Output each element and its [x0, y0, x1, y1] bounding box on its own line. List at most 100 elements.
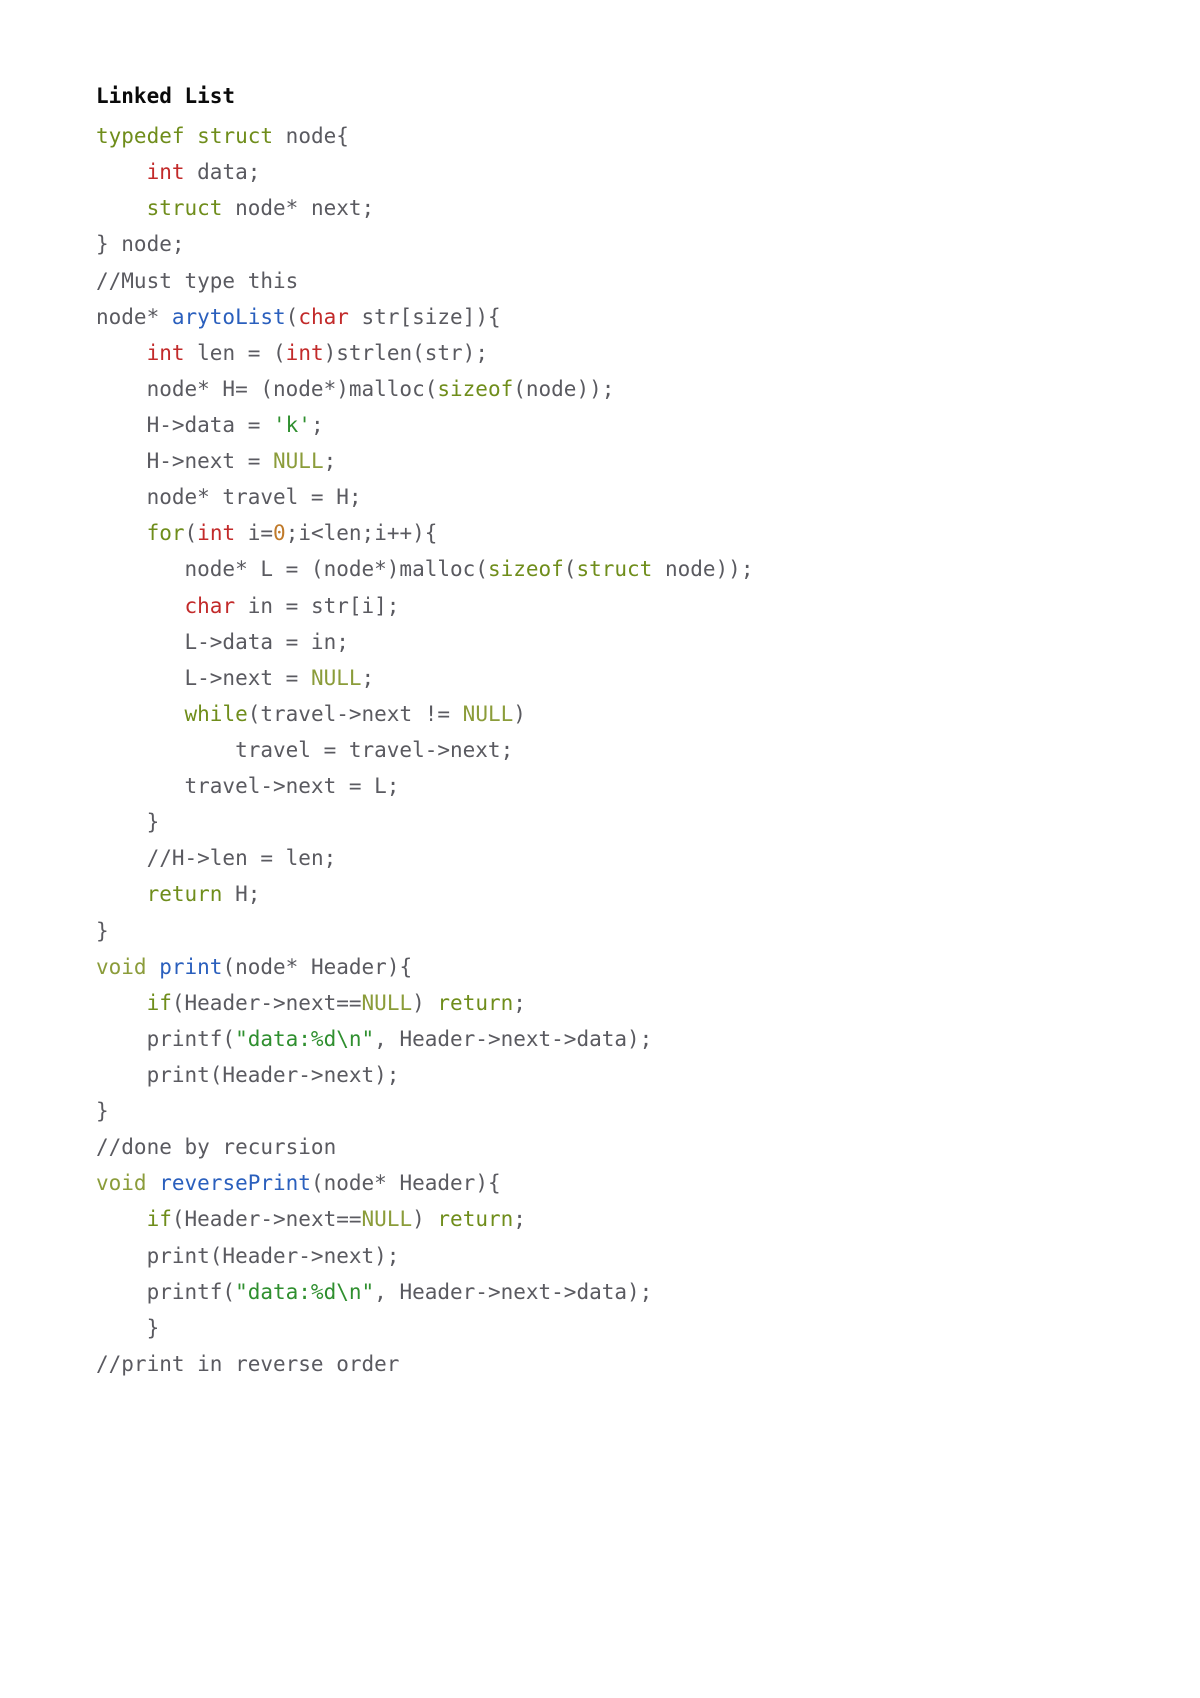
code-token: typedef — [96, 124, 185, 148]
code-token: H; — [222, 882, 260, 906]
code-token: len = ( — [185, 341, 286, 365]
code-token — [96, 702, 185, 726]
code-token: (node* Header){ — [222, 955, 412, 979]
code-token: arytoList — [172, 305, 286, 329]
code-token: int — [147, 160, 185, 184]
code-token — [147, 955, 160, 979]
code-token: struct — [197, 124, 273, 148]
code-token: void — [96, 1171, 147, 1195]
code-token: travel = travel->next; — [96, 738, 513, 762]
code-token: ; — [513, 1207, 526, 1231]
code-token: print(Header->next); — [96, 1063, 399, 1087]
code-token: ) — [412, 1207, 437, 1231]
code-token — [96, 160, 147, 184]
code-token: travel->next = L; — [96, 774, 399, 798]
code-token: int — [197, 521, 235, 545]
code-token — [185, 124, 198, 148]
code-token: (node* Header){ — [311, 1171, 501, 1195]
code-token: return — [437, 1207, 513, 1231]
code-token: i= — [235, 521, 273, 545]
code-token: void — [96, 955, 147, 979]
code-token: node* travel = H; — [96, 485, 362, 509]
code-token: data; — [185, 160, 261, 184]
code-token: NULL — [273, 449, 324, 473]
code-token: } — [96, 1316, 159, 1340]
code-token: ( — [564, 557, 577, 581]
code-token: char — [185, 594, 236, 618]
code-token: if — [147, 991, 172, 1015]
code-token: while — [185, 702, 248, 726]
code-token — [96, 846, 147, 870]
code-token: //H->len = len; — [147, 846, 337, 870]
code-token: ; — [362, 666, 375, 690]
code-token: node)); — [652, 557, 753, 581]
code-token: node* L = (node*)malloc( — [96, 557, 488, 581]
code-token: sizeof — [488, 557, 564, 581]
code-token: for — [147, 521, 185, 545]
code-token: (Header->next== — [172, 991, 362, 1015]
code-token — [96, 196, 147, 220]
code-token: ( — [286, 305, 299, 329]
code-token — [96, 882, 147, 906]
code-token: return — [147, 882, 223, 906]
code-token: //print in reverse order — [96, 1352, 399, 1376]
code-block: typedef struct node{ int data; struct no… — [96, 118, 1104, 1382]
code-token: } — [96, 1099, 109, 1123]
code-token: //done by recursion — [96, 1135, 336, 1159]
code-token: } — [96, 919, 109, 943]
code-token: ) — [513, 702, 526, 726]
code-token: 0 — [273, 521, 286, 545]
code-token: ; — [324, 449, 337, 473]
code-token — [96, 594, 185, 618]
code-token: struct — [576, 557, 652, 581]
code-token: H->next = — [96, 449, 273, 473]
code-token: NULL — [362, 1207, 413, 1231]
code-token: struct — [147, 196, 223, 220]
code-token: reversePrint — [159, 1171, 311, 1195]
code-token — [96, 521, 147, 545]
code-token: L->next = — [96, 666, 311, 690]
code-token: sizeof — [437, 377, 513, 401]
code-token: char — [298, 305, 349, 329]
code-token: } node; — [96, 232, 185, 256]
code-token: ( — [185, 521, 198, 545]
code-token: node* H= (node*)malloc( — [96, 377, 437, 401]
code-token: return — [437, 991, 513, 1015]
code-token: node* next; — [222, 196, 374, 220]
code-token — [96, 341, 147, 365]
code-token: //Must type this — [96, 269, 298, 293]
code-token: ) — [412, 991, 437, 1015]
code-token: int — [147, 341, 185, 365]
code-token: printf( — [96, 1280, 235, 1304]
code-token: } — [96, 810, 159, 834]
code-token: if — [147, 1207, 172, 1231]
code-token: (Header->next== — [172, 1207, 362, 1231]
code-token: NULL — [362, 991, 413, 1015]
code-token: ; — [311, 413, 324, 437]
code-token: NULL — [311, 666, 362, 690]
code-token: , Header->next->data); — [374, 1027, 652, 1051]
code-token: 'k' — [273, 413, 311, 437]
code-token: node{ — [273, 124, 349, 148]
section-heading: Linked List — [96, 78, 1104, 114]
code-token: H->data = — [96, 413, 273, 437]
code-token — [96, 1207, 147, 1231]
code-token: (node)); — [513, 377, 614, 401]
code-token: print — [159, 955, 222, 979]
code-token: in = str[i]; — [235, 594, 399, 618]
code-token: str[size]){ — [349, 305, 501, 329]
code-token: (travel->next != — [248, 702, 463, 726]
code-token: , Header->next->data); — [374, 1280, 652, 1304]
code-token: "data:%d\n" — [235, 1027, 374, 1051]
code-token: node* — [96, 305, 172, 329]
code-token: int — [286, 341, 324, 365]
code-token: ; — [513, 991, 526, 1015]
code-token — [96, 991, 147, 1015]
code-token — [147, 1171, 160, 1195]
code-token: "data:%d\n" — [235, 1280, 374, 1304]
code-token: ;i<len;i++){ — [286, 521, 438, 545]
code-token: print(Header->next); — [96, 1244, 399, 1268]
code-token: printf( — [96, 1027, 235, 1051]
code-token: NULL — [463, 702, 514, 726]
code-token: )strlen(str); — [324, 341, 488, 365]
